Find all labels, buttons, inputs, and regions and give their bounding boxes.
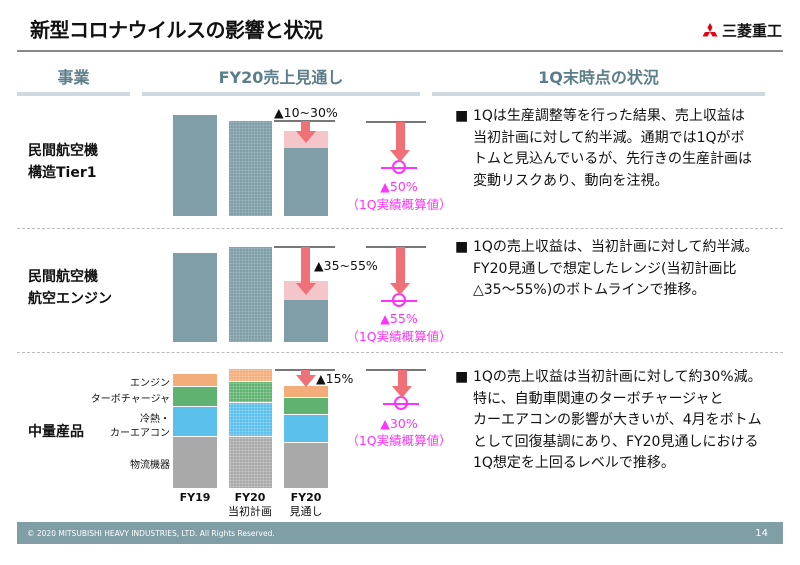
status-text: ■ 1Qは生産調整等を行った結果、売上収益は 当初計画に対して約半減。通期では1Qが… xyxy=(455,108,753,189)
segment-logistics xyxy=(173,437,217,488)
column-header-forecast: FY20売上見通し xyxy=(218,68,344,87)
segment-aircon xyxy=(173,407,217,436)
column-header-business: 事業 xyxy=(57,68,90,87)
segment-label-engine: エンジン xyxy=(130,378,170,389)
reference-line xyxy=(366,121,426,123)
actual-marker-circle xyxy=(394,396,408,410)
q1-note: （1Q実績概算値） xyxy=(346,329,452,344)
column-header-status: 1Q末時点の状況 xyxy=(538,68,659,87)
reference-line xyxy=(366,369,426,371)
q1-drop-label: ▲50% xyxy=(380,179,418,194)
bar-fy20-plan xyxy=(229,247,272,342)
forecast-drop-label: ▲15% xyxy=(316,371,354,386)
down-arrow xyxy=(301,370,310,376)
segment-engine xyxy=(229,369,272,381)
down-arrow xyxy=(396,122,405,152)
segment-label-turbo: ターボチャージャ xyxy=(90,394,170,405)
page-title: 新型コロナウイルスの影響と状況 xyxy=(30,18,323,42)
segment-logistics xyxy=(229,437,272,488)
down-arrow xyxy=(396,247,405,285)
reference-line xyxy=(366,246,426,248)
row-label-aero-structures: 民間航空機 構造Tier1 xyxy=(28,143,98,181)
stacked-bar-fy19 xyxy=(173,374,217,488)
segment-turbo xyxy=(284,398,328,414)
segment-turbo xyxy=(229,382,272,402)
down-arrow-head xyxy=(390,150,410,162)
segment-logistics xyxy=(284,443,328,488)
q1-drop-label: ▲55% xyxy=(380,311,418,326)
reference-line xyxy=(275,369,335,371)
q1-note: （1Q実績概算値） xyxy=(346,197,452,212)
row-label-medium-volume: 中量産品 xyxy=(28,424,84,440)
reference-line xyxy=(274,120,335,122)
segment-aircon xyxy=(229,403,272,436)
bar-fy20-forecast xyxy=(284,148,328,216)
status-text: ■ 1Qの売上収益は当初計画に対して約30%減。 特に、自動車関連のターボチャージャ… xyxy=(455,369,762,471)
down-arrow xyxy=(301,247,310,284)
down-arrow xyxy=(301,121,310,131)
forecast-drop-label: ▲10~30% xyxy=(274,105,338,120)
down-arrow-head xyxy=(390,283,410,295)
logo-text: 三菱重工 xyxy=(721,22,782,40)
segment-engine xyxy=(173,374,217,386)
stacked-bar-fy20-forecast xyxy=(284,386,328,488)
row-label-aero-engines: 民間航空機 航空エンジン xyxy=(28,269,112,307)
q1-drop-label: ▲30% xyxy=(380,416,418,431)
segment-label-logistics: 物流機器 xyxy=(130,460,170,471)
segment-turbo xyxy=(173,387,217,406)
status-text: ■ 1Qの売上収益は、当初計画に対して約半減。 FY20見通しで想定したレンジ(当… xyxy=(455,239,759,298)
q1-note: （1Q実績概算値） xyxy=(346,433,452,448)
header-underline xyxy=(17,92,130,96)
title-divider xyxy=(17,50,783,52)
segment-engine xyxy=(284,386,328,397)
x-label-fy20-forecast: FY20 見通し xyxy=(289,491,323,518)
down-arrow-head xyxy=(296,283,316,295)
actual-marker-circle xyxy=(392,160,406,174)
three-diamonds-icon xyxy=(702,22,718,36)
down-arrow-head xyxy=(296,131,316,143)
row-divider xyxy=(17,228,783,229)
page-number: 14 xyxy=(755,527,768,539)
header-underline xyxy=(432,92,765,96)
footer: © 2020 MITSUBISHI HEAVY INDUSTRIES, LTD.… xyxy=(17,522,783,544)
forecast-drop-label: ▲35~55% xyxy=(314,258,378,273)
segment-label-aircon-2: カーエアコン xyxy=(110,428,170,439)
header-underline xyxy=(142,92,420,96)
down-arrow xyxy=(398,370,407,388)
x-label-fy19: FY19 xyxy=(179,491,211,504)
bar-fy20-forecast xyxy=(284,300,328,342)
x-label-fy20-plan: FY20 当初計画 xyxy=(228,491,272,518)
copyright: © 2020 MITSUBISHI HEAVY INDUSTRIES, LTD.… xyxy=(27,528,275,538)
down-arrow-head xyxy=(392,386,412,398)
bar-fy19 xyxy=(173,115,217,216)
actual-marker-circle xyxy=(392,293,406,307)
down-arrow-head xyxy=(296,375,316,387)
bar-fy19 xyxy=(173,253,217,342)
reference-line xyxy=(274,246,335,248)
bar-fy20-plan xyxy=(229,121,272,216)
segment-aircon xyxy=(284,415,328,442)
stacked-bar-fy20-plan xyxy=(229,369,272,488)
company-logo: 三菱重工 xyxy=(701,20,782,41)
segment-label-aircon-1: 冷熱・ xyxy=(140,414,170,425)
row-divider xyxy=(17,352,783,353)
